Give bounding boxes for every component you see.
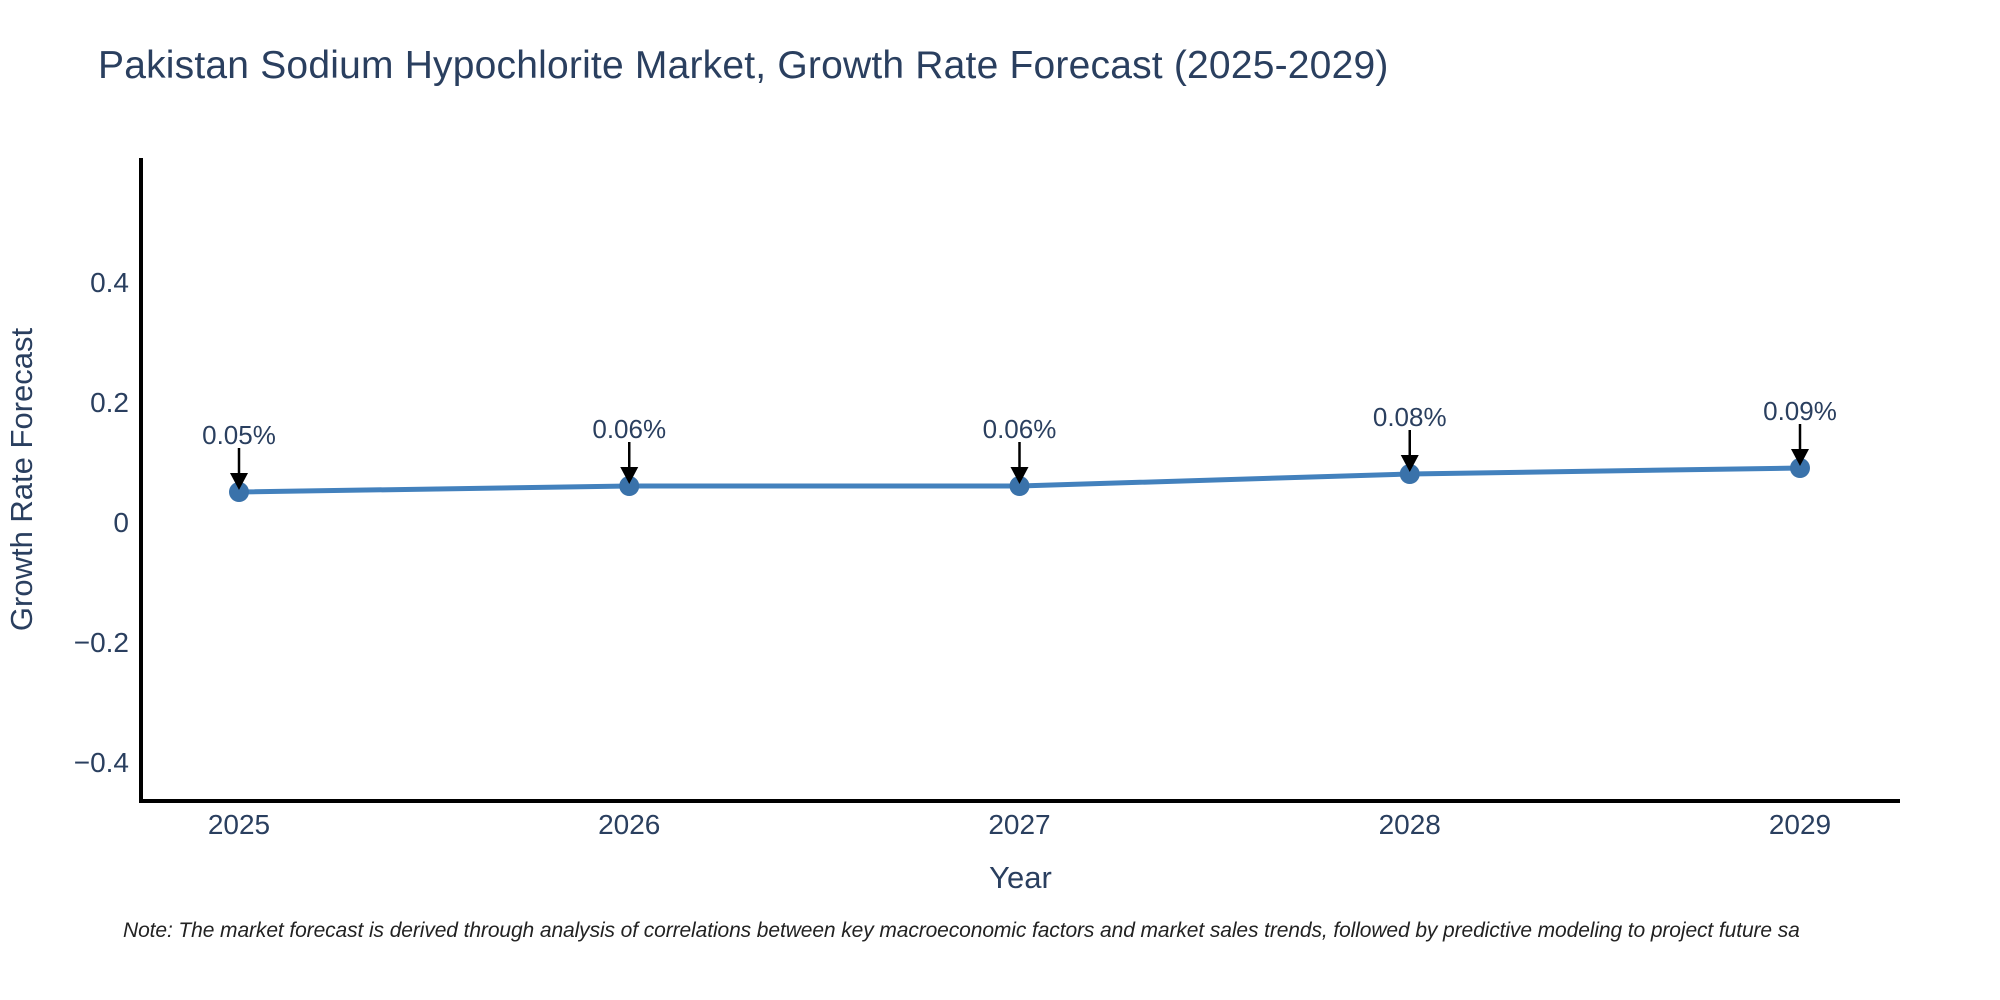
annotation-label: 0.05% <box>202 420 276 450</box>
chart-title: Pakistan Sodium Hypochlorite Market, Gro… <box>98 44 1389 87</box>
y-axis-title: Growth Rate Forecast <box>4 328 39 632</box>
data-point-marker[interactable] <box>229 482 249 502</box>
data-point-marker[interactable] <box>1009 476 1030 496</box>
annotation-arrowhead-icon <box>1010 467 1029 484</box>
y-tick-label: 0.2 <box>90 387 129 418</box>
annotation-label: 0.06% <box>592 414 666 444</box>
data-point-marker[interactable] <box>619 476 640 496</box>
annotation-label: 0.06% <box>983 414 1057 444</box>
x-tick-label: 2027 <box>988 809 1050 840</box>
annotation-arrowhead-icon <box>1791 449 1809 466</box>
annotation-label: 0.09% <box>1763 396 1837 426</box>
x-tick-label: 2025 <box>208 809 270 840</box>
annotation-arrowhead-icon <box>620 467 639 484</box>
data-point-marker[interactable] <box>1399 464 1420 484</box>
x-axis-title: Year <box>989 860 1052 895</box>
y-tick-label: −0.2 <box>74 627 129 658</box>
x-tick-label: 2029 <box>1769 809 1831 840</box>
y-tick-label: 0 <box>113 507 129 538</box>
x-tick-label: 2026 <box>598 809 660 840</box>
annotation-arrowhead-icon <box>230 473 248 490</box>
x-tick-label: 2028 <box>1379 809 1441 840</box>
data-point-marker[interactable] <box>1790 458 1810 478</box>
y-tick-label: −0.4 <box>74 747 129 778</box>
annotation-arrowhead-icon <box>1400 455 1419 472</box>
annotation-label: 0.08% <box>1373 402 1447 432</box>
y-tick-label: 0.4 <box>90 267 129 298</box>
chart-footnote: Note: The market forecast is derived thr… <box>123 919 1800 942</box>
